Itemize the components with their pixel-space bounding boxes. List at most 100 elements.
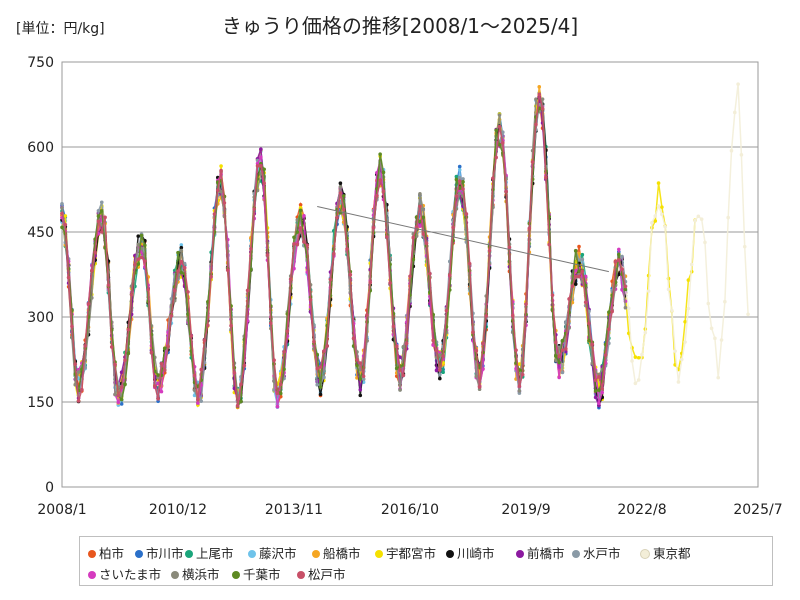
- legend-item: 船橋市: [312, 543, 361, 562]
- data-point: [292, 242, 296, 246]
- legend-marker: [297, 570, 305, 579]
- data-point: [689, 262, 694, 267]
- data-point: [398, 388, 402, 392]
- data-point: [278, 382, 283, 387]
- data-point: [358, 361, 363, 365]
- data-point: [636, 378, 641, 382]
- data-point: [96, 214, 101, 218]
- data-point: [341, 207, 346, 212]
- data-point: [229, 323, 233, 328]
- data-point: [192, 373, 197, 378]
- data-point: [547, 242, 551, 247]
- data-point: [388, 281, 392, 285]
- data-point: [461, 187, 465, 191]
- data-point: [162, 368, 167, 373]
- data-point: [507, 245, 512, 250]
- data-point: [497, 113, 502, 117]
- data-point: [438, 372, 442, 377]
- data-point: [613, 260, 618, 264]
- data-point: [126, 327, 131, 332]
- legend-item: 川崎市: [446, 543, 495, 562]
- data-point: [394, 366, 399, 371]
- data-point: [457, 189, 462, 193]
- data-point: [534, 122, 538, 127]
- data-point: [196, 397, 200, 402]
- data-point: [590, 342, 595, 347]
- data-point: [133, 262, 137, 267]
- data-point: [265, 253, 270, 257]
- data-point: [457, 179, 462, 183]
- data-point: [597, 375, 601, 379]
- data-point: [172, 288, 177, 293]
- data-point: [93, 250, 97, 255]
- data-point: [527, 226, 532, 231]
- data-point: [626, 306, 631, 311]
- data-point: [683, 319, 687, 324]
- data-point: [729, 148, 734, 153]
- data-point: [537, 92, 542, 97]
- data-point: [179, 245, 184, 250]
- data-point: [176, 269, 180, 273]
- data-point: [560, 348, 565, 352]
- data-point: [401, 373, 406, 378]
- legend-item: 上尾市: [185, 543, 234, 562]
- data-point: [580, 257, 585, 262]
- legend-label: 藤沢市: [259, 546, 297, 561]
- data-point: [109, 345, 114, 349]
- data-point: [554, 354, 558, 358]
- data-point: [431, 338, 436, 343]
- data-point: [295, 242, 300, 247]
- data-point: [461, 180, 465, 184]
- data-point: [567, 326, 571, 330]
- data-point: [418, 204, 422, 209]
- data-point: [73, 382, 78, 387]
- legend-marker: [516, 549, 524, 558]
- data-point: [617, 252, 621, 257]
- data-point: [610, 309, 614, 314]
- data-point: [643, 330, 648, 335]
- data-point: [176, 250, 180, 255]
- legend-label: 松戸市: [308, 567, 346, 582]
- data-point: [361, 377, 366, 381]
- data-point: [603, 353, 608, 357]
- data-point: [361, 374, 366, 379]
- data-point: [617, 247, 621, 252]
- data-point: [179, 248, 184, 253]
- data-point: [746, 312, 750, 317]
- data-point: [557, 375, 561, 380]
- data-point: [739, 153, 744, 157]
- data-point: [666, 287, 671, 292]
- data-point: [441, 354, 445, 358]
- data-point: [215, 188, 220, 192]
- data-point: [182, 266, 187, 270]
- data-point: [206, 323, 210, 328]
- data-point: [318, 392, 323, 397]
- data-point: [358, 377, 363, 381]
- data-point: [60, 201, 64, 206]
- data-point: [742, 244, 747, 249]
- data-point: [421, 232, 426, 236]
- data-point: [259, 147, 263, 151]
- data-point: [474, 348, 479, 353]
- data-point: [577, 244, 581, 249]
- legend-label: さいたま市: [99, 567, 162, 582]
- data-point: [663, 224, 667, 229]
- data-point: [656, 204, 661, 208]
- series-line: [618, 84, 749, 386]
- data-point: [716, 375, 721, 380]
- data-point: [421, 215, 426, 220]
- data-point: [736, 82, 740, 86]
- data-point: [414, 225, 419, 229]
- data-point: [617, 258, 621, 262]
- data-point: [636, 355, 641, 360]
- data-point: [524, 302, 528, 306]
- data-point: [401, 344, 406, 349]
- data-point: [99, 200, 104, 205]
- data-point: [295, 218, 300, 222]
- data-point: [481, 367, 485, 371]
- data-point: [494, 155, 498, 160]
- data-point: [358, 393, 363, 398]
- data-point: [73, 362, 78, 367]
- data-point: [312, 339, 316, 344]
- data-point: [275, 391, 280, 396]
